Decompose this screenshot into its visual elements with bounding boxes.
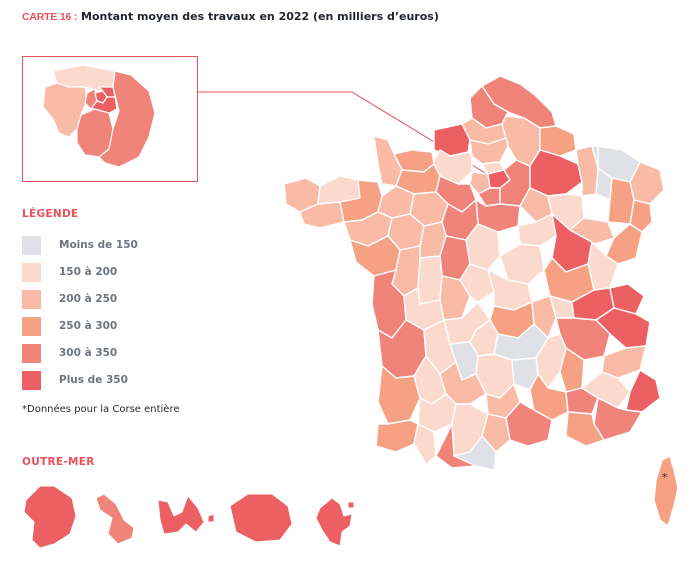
legend-swatch <box>22 263 41 282</box>
legend-swatch <box>22 290 41 309</box>
legend-label: 200 à 250 <box>59 293 118 305</box>
dept-nievre <box>499 243 545 285</box>
ile-de-france-inset-map <box>42 64 156 168</box>
dept-herault <box>505 401 553 447</box>
dept-marne <box>529 149 583 197</box>
legend-label: Moins de 150 <box>59 239 138 251</box>
overseas-guadeloupe <box>157 495 205 535</box>
dept-vendee <box>349 235 401 277</box>
idf-val-de-marne <box>89 96 118 114</box>
overseas-mayotte-islet <box>347 501 355 509</box>
overseas-guadeloupe-islet <box>207 513 215 523</box>
legend-label: Plus de 350 <box>59 374 128 386</box>
overseas-martinique <box>95 493 135 545</box>
corsica-asterisk: * <box>662 471 668 484</box>
dept-haute-savoie <box>609 283 645 315</box>
overseas-heading: OUTRE-MER <box>22 456 95 468</box>
overseas-territories <box>23 485 355 549</box>
dept-oise <box>469 137 509 165</box>
dept-vaucluse <box>565 387 599 415</box>
legend-swatch <box>22 236 41 255</box>
idf-seine-et-marne <box>98 70 156 168</box>
dept-alpes-maritimes <box>625 369 661 413</box>
overseas-guyane <box>23 485 77 549</box>
overseas-mayotte <box>315 497 353 547</box>
dept-manche <box>373 135 403 187</box>
dept-bouches-du-rhone <box>565 411 605 447</box>
dept-pyrenees-atlantiques <box>375 419 419 453</box>
legend-label: 150 à 200 <box>59 266 118 278</box>
dept-hautes-pyrenees <box>413 423 437 465</box>
dept-aude <box>481 413 511 453</box>
ile-de-france-inset <box>22 56 198 182</box>
dept-vienne <box>417 255 443 305</box>
legend-swatch <box>22 317 41 336</box>
dept-landes <box>377 365 421 425</box>
dept-vosges <box>607 177 635 225</box>
legend-heading: LÉGENDE <box>22 208 79 220</box>
dept-pyrenees-orientales <box>453 435 497 471</box>
map-title-text: Montant moyen des travaux en 2022 (en mi… <box>81 10 439 23</box>
dept-corse <box>653 455 679 527</box>
overseas-reunion <box>229 493 293 543</box>
legend-swatch <box>22 344 41 363</box>
map-number-tag: CARTE 16 : <box>22 11 78 23</box>
legend-swatch <box>22 371 41 390</box>
legend-label: 300 à 350 <box>59 347 118 359</box>
corsica-footnote: *Données pour la Corse entière <box>22 404 180 415</box>
map-title: CARTE 16 : Montant moyen des travaux en … <box>22 10 439 23</box>
legend-label: 250 à 300 <box>59 320 118 332</box>
